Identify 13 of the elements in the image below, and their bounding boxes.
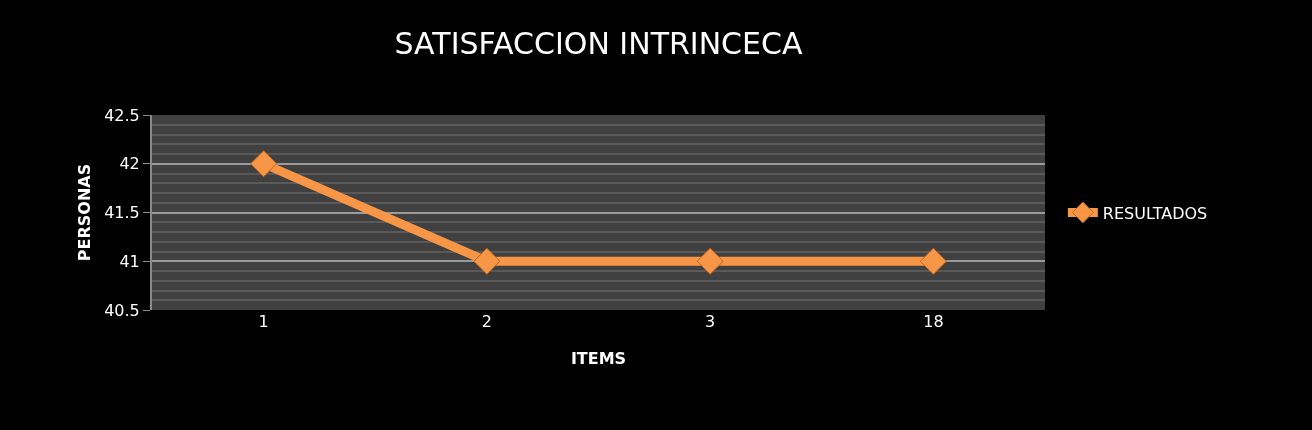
y-tick-label: 40.5 xyxy=(104,300,140,320)
x-tick-label: 3 xyxy=(705,312,716,331)
legend-label: RESULTADOS xyxy=(1102,203,1208,223)
x-tick-label: 2 xyxy=(481,312,492,331)
y-tick-label: 41 xyxy=(119,251,140,271)
y-tick-label: 42 xyxy=(119,154,140,174)
x-tick-label: 1 xyxy=(258,312,269,331)
chart-title: SATISFACCION INTRINCECA xyxy=(394,25,803,61)
y-tick-label: 42.5 xyxy=(104,105,140,125)
x-tick-label: 18 xyxy=(923,312,944,331)
y-axis-title: PERSONAS xyxy=(74,163,94,262)
y-tick-label: 41.5 xyxy=(104,203,140,223)
x-axis-title: ITEMS xyxy=(570,348,627,368)
